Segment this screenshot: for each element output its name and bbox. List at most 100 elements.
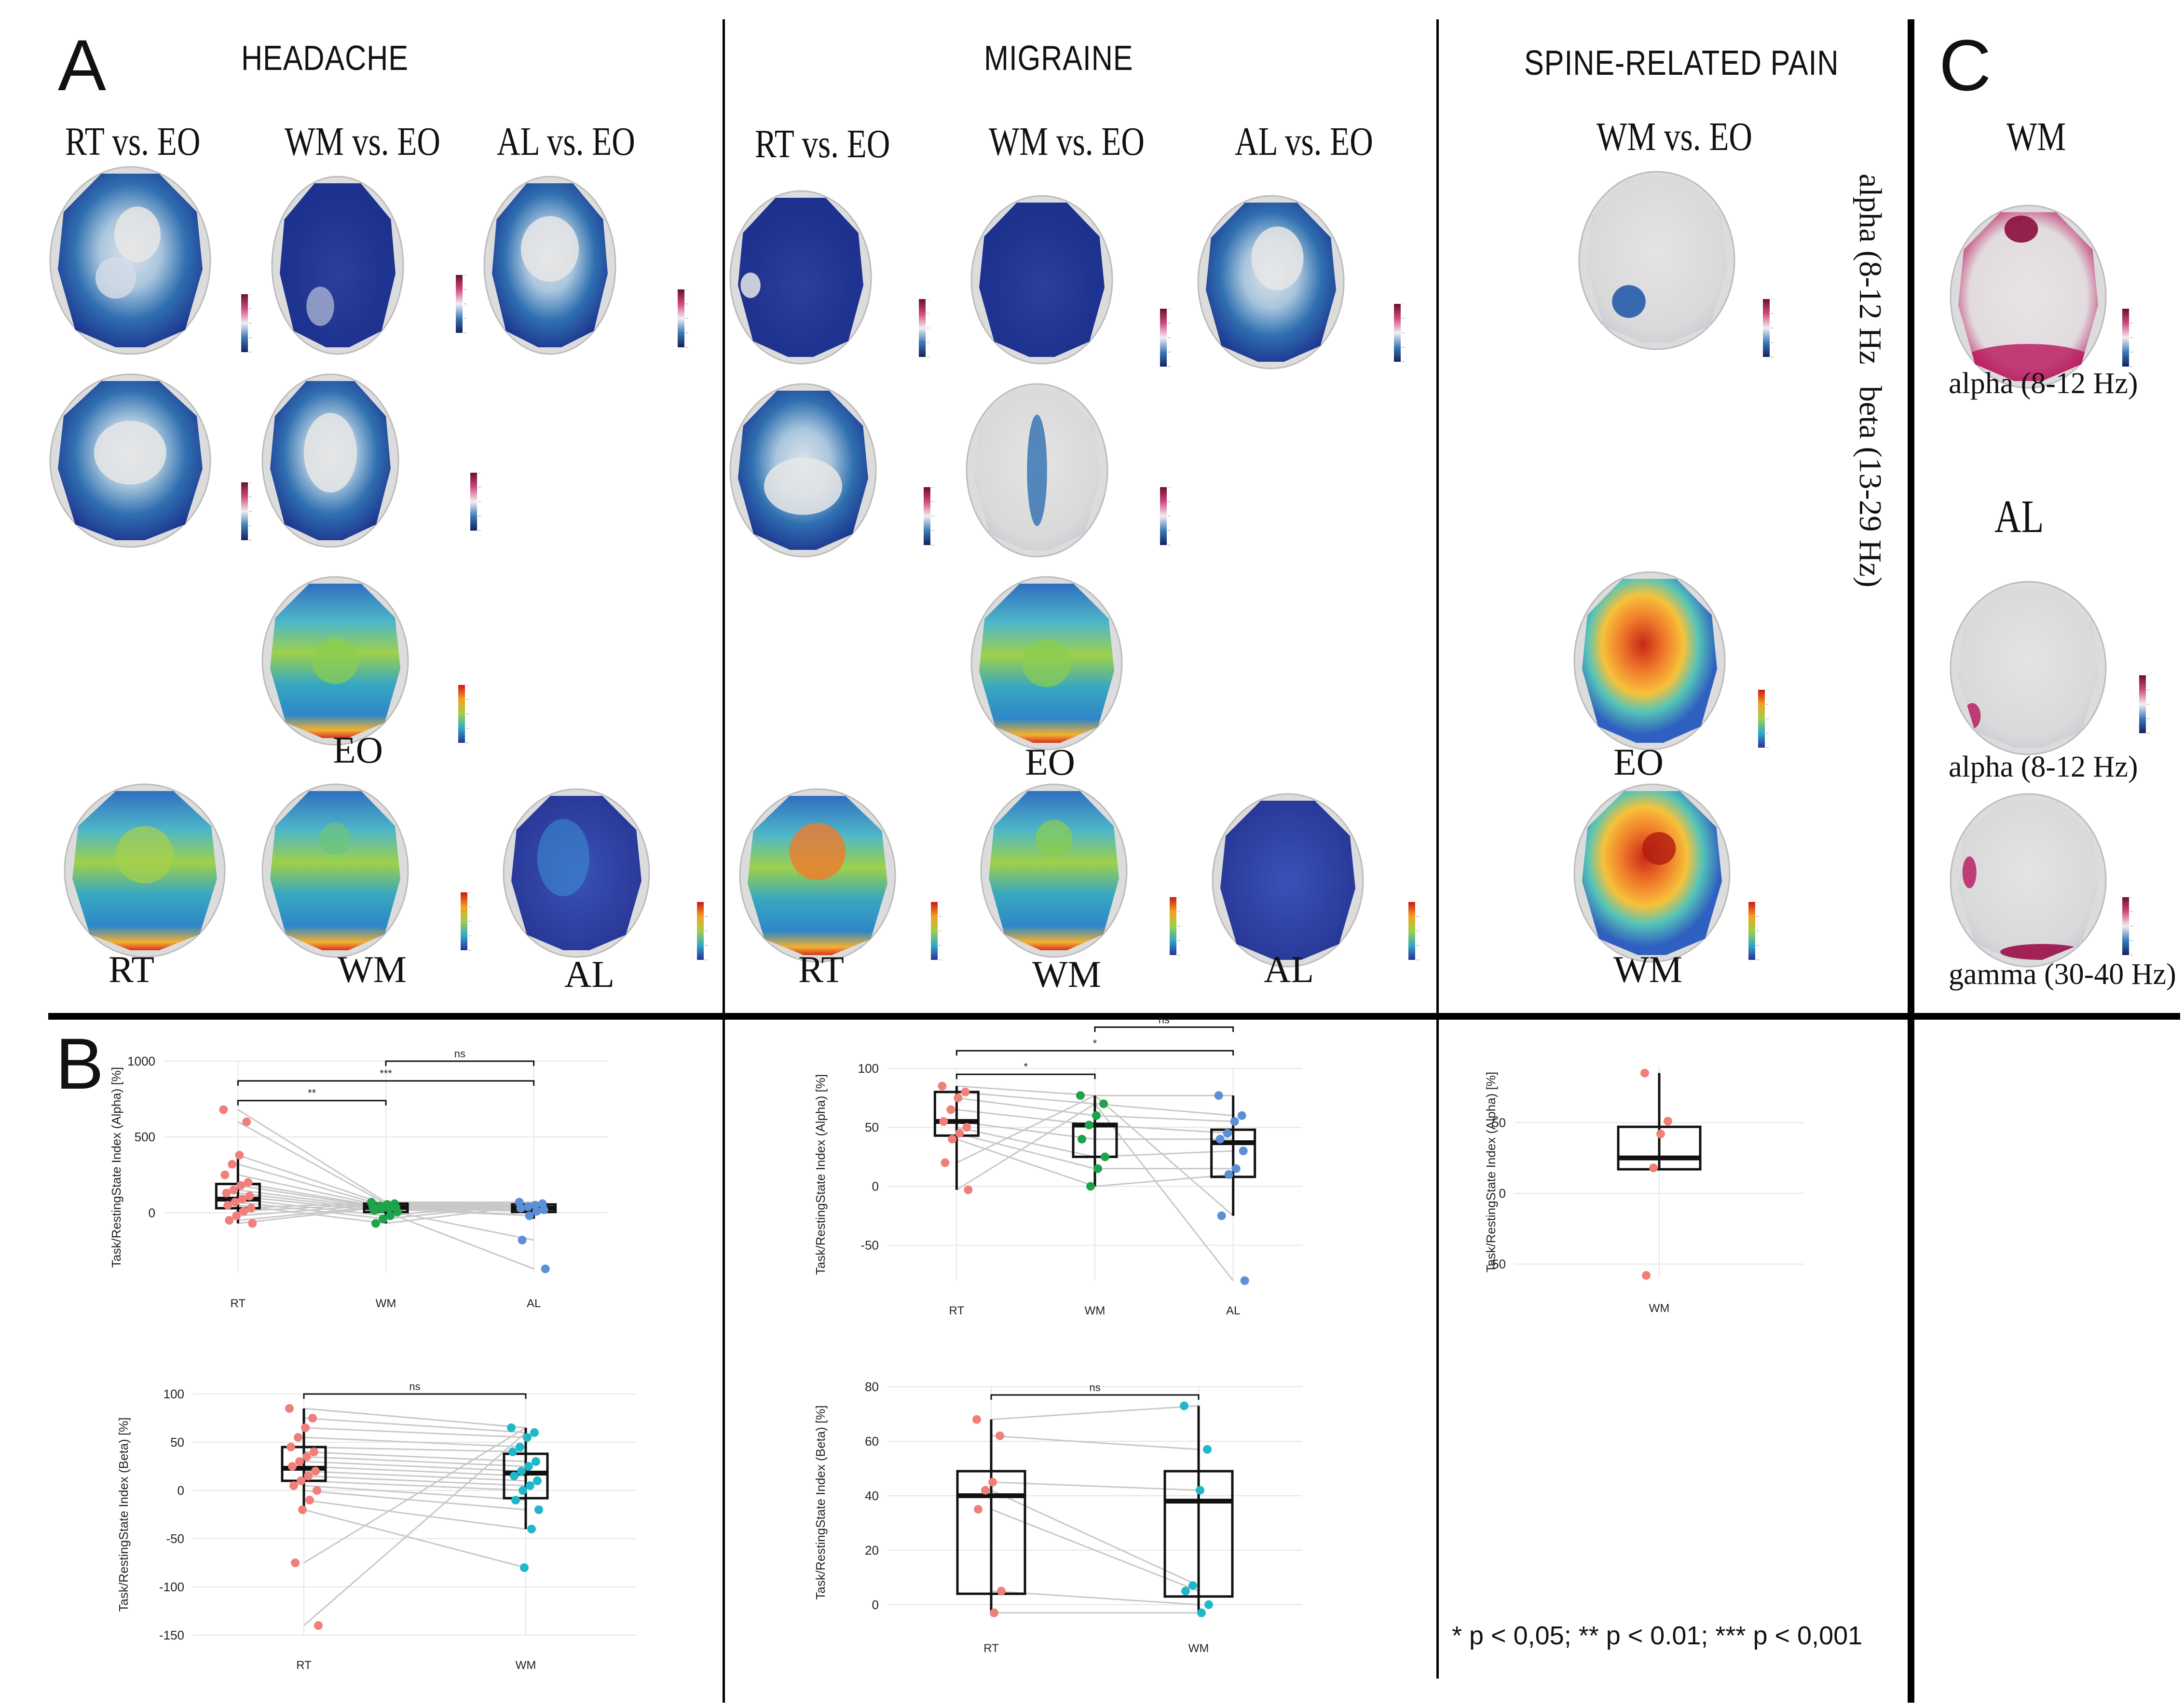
condition-header: WM vs. EO	[285, 119, 440, 164]
data-point	[972, 1415, 981, 1424]
data-point	[996, 1431, 1004, 1440]
data-point	[510, 1472, 519, 1480]
topomap-label-al: AL	[1264, 948, 1314, 990]
significance-legend: * p < 0,05; ** p < 0.01; *** p < 0,001	[1452, 1621, 1863, 1650]
data-point	[990, 1608, 998, 1617]
paired-line	[237, 1121, 386, 1204]
condition-header: WM vs. EO	[1597, 114, 1752, 159]
paired-line	[303, 1427, 526, 1564]
colorbar	[458, 685, 469, 743]
topomap-migraine-rt-alpha	[729, 190, 872, 365]
box	[503, 1428, 549, 1529]
section-title-headache: HEADACHE	[241, 39, 409, 78]
significance-label: ns	[1089, 1381, 1100, 1394]
y-tick-label: 20	[865, 1543, 879, 1558]
y-tick-label: 0	[872, 1179, 879, 1193]
paired-line	[1094, 1103, 1234, 1281]
panel-label-a: A	[58, 25, 107, 106]
colorbar	[241, 482, 252, 541]
data-point	[1204, 1600, 1213, 1609]
data-point	[1640, 1068, 1649, 1078]
data-point	[370, 1206, 379, 1215]
y-tick-label: 100	[164, 1387, 184, 1401]
data-point	[304, 1472, 313, 1480]
band-label-alpha-c2: alpha (8-12 Hz)	[1949, 751, 2138, 783]
data-point	[289, 1481, 298, 1490]
topomap-label-eo: EO	[1613, 741, 1664, 783]
data-point	[1099, 1099, 1108, 1108]
data-point	[1181, 1586, 1190, 1596]
data-point	[238, 1195, 247, 1203]
colorbar	[919, 299, 929, 357]
paired-line	[1094, 1103, 1233, 1117]
topomap-migraine-al-alpha	[1197, 195, 1345, 369]
colorbar	[2139, 675, 2150, 734]
paired-line	[237, 1109, 386, 1203]
paired-line	[303, 1475, 526, 1487]
y-tick-label: 40	[865, 1489, 879, 1503]
paired-line	[303, 1480, 526, 1491]
topomap-migraine-wm-beta	[966, 383, 1108, 558]
data-point	[519, 1486, 527, 1495]
data-point	[541, 1264, 550, 1273]
y-axis-label: Task/RestingState Index (Beta) [%]	[116, 1417, 131, 1612]
paired-line	[1094, 1150, 1233, 1158]
data-point	[523, 1202, 532, 1211]
paired-line	[385, 1201, 534, 1208]
data-point	[946, 1105, 956, 1114]
topomap-headache-wm-alpha	[271, 176, 404, 355]
data-point	[246, 1203, 256, 1213]
significance-label: ns	[454, 1048, 465, 1060]
data-point	[236, 1181, 246, 1190]
paired-line	[238, 1201, 386, 1209]
paired-line	[956, 1085, 1095, 1096]
paired-line	[1094, 1095, 1234, 1216]
data-point	[291, 1558, 300, 1567]
paired-line	[303, 1417, 526, 1434]
y-tick-label: 0	[872, 1598, 879, 1612]
topomap-migraine-eo	[970, 576, 1123, 751]
data-point	[938, 1081, 947, 1091]
panel-label-b: B	[55, 1023, 104, 1104]
topomap-spine-eo	[1573, 571, 1726, 751]
data-point	[310, 1448, 318, 1456]
paired-line	[303, 1465, 526, 1477]
colorbar	[931, 902, 942, 960]
paired-line	[956, 1094, 1095, 1163]
data-point	[1215, 1134, 1225, 1144]
data-point	[225, 1216, 234, 1225]
data-point	[294, 1433, 302, 1442]
x-tick-label: RT	[296, 1659, 312, 1672]
paired-line	[303, 1407, 526, 1429]
data-point	[245, 1191, 254, 1201]
x-tick-label: RT	[983, 1642, 999, 1655]
paired-line	[956, 1091, 1095, 1105]
data-point	[379, 1214, 387, 1223]
topomap-headache-wm-power	[261, 783, 409, 958]
y-tick-label: -50	[166, 1531, 184, 1546]
paired-line	[237, 1154, 386, 1205]
data-point	[524, 1462, 533, 1471]
data-point	[507, 1423, 516, 1432]
data-point	[1085, 1120, 1093, 1130]
section-title-spine: SPINE-RELATED PAIN	[1524, 44, 1839, 82]
paired-line	[303, 1499, 526, 1530]
y-tick-label: 0	[1499, 1186, 1506, 1201]
data-point	[287, 1443, 295, 1451]
data-point	[533, 1476, 542, 1485]
topomap-c-al-gamma	[1950, 793, 2107, 968]
vertical-divider-3	[1908, 19, 1914, 1703]
box	[1163, 1406, 1234, 1613]
data-point	[229, 1186, 238, 1195]
significance-bracket	[1094, 1026, 1234, 1032]
y-tick-label: -50	[860, 1238, 879, 1253]
x-tick-label: WM	[376, 1297, 396, 1310]
colorbar	[924, 487, 934, 546]
x-tick-label: RT	[231, 1297, 246, 1310]
y-tick-label: 0	[177, 1483, 184, 1498]
y-tick-label: 50	[865, 1120, 879, 1134]
data-point	[1239, 1147, 1248, 1156]
condition-header: RT vs. EO	[755, 122, 890, 166]
data-point	[988, 1477, 997, 1487]
